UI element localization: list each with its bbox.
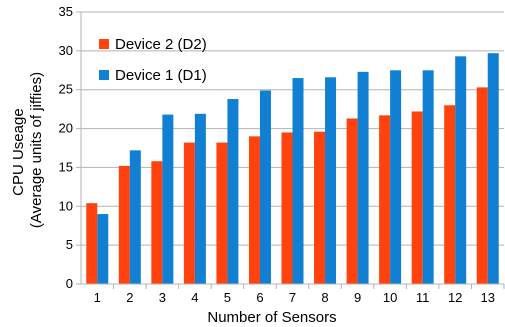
bar-d1-10	[390, 70, 402, 285]
x-tick-label: 12	[448, 290, 462, 305]
bar-d2-7	[281, 132, 293, 284]
legend: Device 2 (D2) Device 1 (D1)	[99, 36, 207, 84]
bar-d1-5	[227, 99, 239, 284]
x-tick-label: 5	[224, 290, 231, 305]
bar-d1-6	[259, 90, 271, 285]
x-tick-label: 6	[256, 290, 263, 305]
legend-swatch-d2	[99, 39, 109, 49]
bar-d1-11	[422, 70, 434, 285]
x-tick-label: 3	[159, 290, 166, 305]
bar-d1-1	[97, 214, 109, 284]
bar-d2-3	[151, 161, 163, 284]
x-tick-label: 13	[480, 290, 494, 305]
x-tick-labels: 1 2 3 4 5 6 7 8 9 10 11 12 13	[94, 290, 495, 305]
bar-d2-13	[476, 87, 488, 284]
y-tick-label: 20	[59, 121, 73, 136]
x-tick-label: 8	[321, 290, 328, 305]
y-tick-labels: 0 5 10 15 20 25 30 35	[59, 4, 73, 291]
bar-d2-8	[314, 131, 326, 284]
y-axis-label-line-1: CPU Useage	[10, 108, 27, 196]
x-tick-label: 10	[383, 290, 397, 305]
y-axis-label-line-2: (Average units of jiffies)	[28, 72, 45, 228]
y-tick-label: 30	[59, 43, 73, 58]
y-tick-label: 25	[59, 82, 73, 97]
x-tick-label: 11	[416, 290, 430, 305]
bar-d1-13	[487, 53, 499, 285]
bar-d2-1	[86, 203, 98, 284]
bar-d1-7	[292, 78, 304, 284]
y-tick-label: 5	[66, 237, 73, 252]
y-tick-label: 10	[59, 198, 73, 213]
legend-label-d1: Device 1 (D1)	[115, 67, 207, 84]
x-axis-label: Number of Sensors	[207, 309, 336, 326]
bar-d1-2	[129, 150, 141, 284]
bar-d2-9	[346, 118, 358, 285]
y-axis-label: CPU Useage (Average units of jiffies)	[10, 72, 45, 228]
x-tick-label: 2	[126, 290, 133, 305]
bar-d2-6	[248, 136, 260, 284]
bar-d2-4	[183, 142, 195, 284]
bar-d2-2	[118, 165, 130, 284]
bars	[86, 53, 499, 285]
bar-d1-9	[357, 71, 369, 284]
bar-d2-10	[379, 115, 391, 284]
bar-d1-12	[455, 56, 467, 284]
bar-d2-12	[444, 105, 456, 284]
x-tick-label: 9	[354, 290, 361, 305]
x-tick-label: 7	[289, 290, 296, 305]
x-tick-label: 4	[191, 290, 198, 305]
y-tick-label: 35	[59, 4, 73, 19]
bar-d1-4	[194, 113, 206, 284]
y-tick-label: 15	[59, 159, 73, 174]
legend-swatch-d1	[99, 70, 109, 80]
bar-d1-3	[162, 114, 174, 284]
bar-d1-8	[325, 77, 337, 284]
x-tick-label: 1	[94, 290, 101, 305]
legend-label-d2: Device 2 (D2)	[115, 36, 207, 53]
bar-d2-5	[216, 142, 228, 284]
bar-d2-11	[411, 111, 423, 284]
axes	[80, 12, 505, 289]
y-tick-label: 0	[66, 276, 73, 291]
